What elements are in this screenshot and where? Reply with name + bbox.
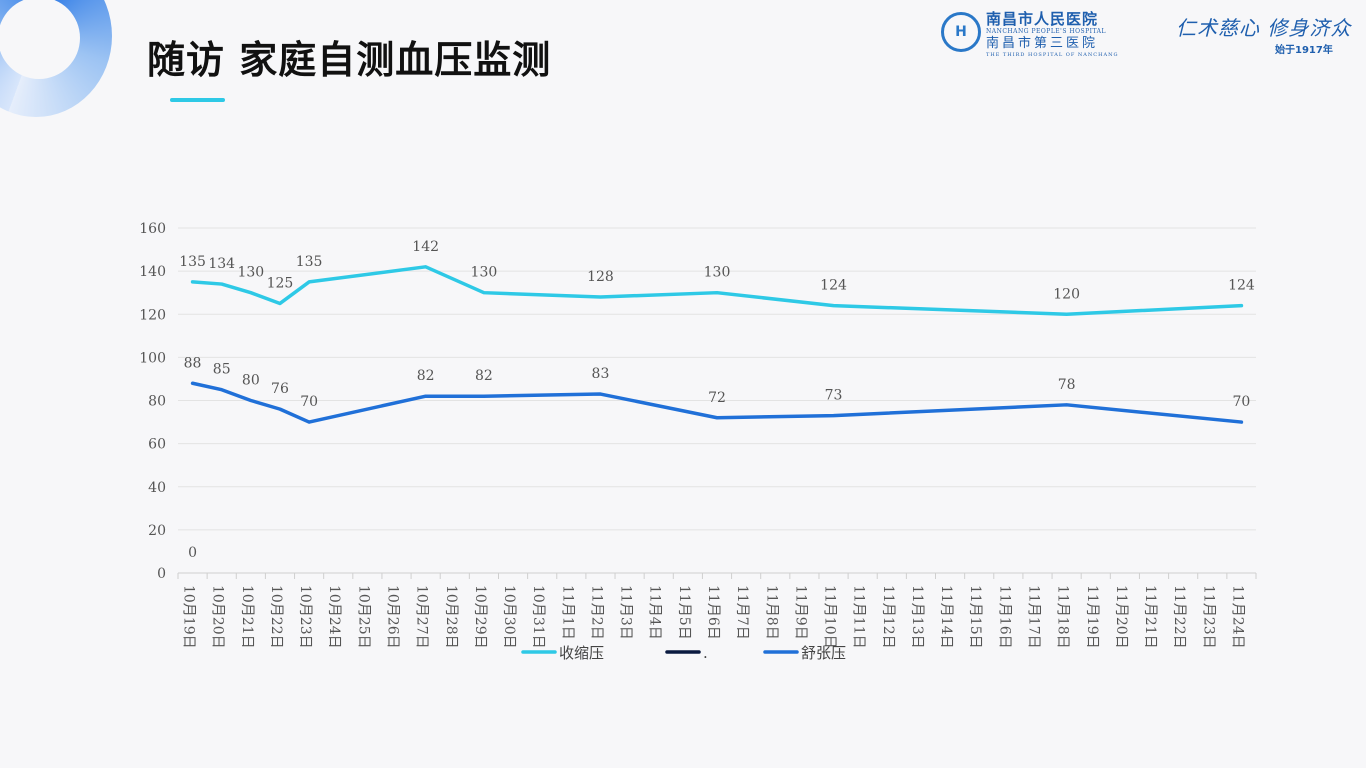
x-tick-label: 11月21日 [1142,585,1158,649]
legend-label: 舒张压 [801,644,846,662]
hospital-name: 南昌市人民医院 NANCHANG PEOPLE'S HOSPITAL 南昌市第三… [986,10,1118,59]
data-label: 70 [1233,394,1251,410]
x-tick-label: 11月17日 [1025,585,1041,649]
hospital-logo-icon: H [941,12,981,52]
data-label: 73 [825,388,843,404]
x-tick-label: 11月6日 [705,585,721,640]
series-line [190,265,1244,316]
corner-decoration [0,0,112,117]
y-tick-label: 160 [139,221,166,237]
data-label: 124 [820,278,847,294]
x-tick-label: 11月8日 [763,585,779,640]
series-line [190,381,1244,424]
data-label: 0 [188,545,197,561]
data-label: 88 [184,355,202,371]
data-label: 130 [471,265,498,281]
data-label: 128 [587,269,614,285]
x-tick-label: 11月16日 [996,585,1012,649]
x-tick-label: 10月26日 [385,585,401,649]
data-label: 130 [237,265,264,281]
x-tick-label: 11月11日 [851,585,867,649]
data-label: 83 [592,366,610,382]
y-tick-label: 20 [148,523,166,539]
x-tick-label: 11月5日 [676,585,692,640]
x-tick-label: 11月10日 [822,585,838,649]
data-label: 72 [708,390,726,406]
x-tick-label: 11月20日 [1113,585,1129,649]
y-tick-label: 60 [148,437,166,453]
legend-label: 收缩压 [559,644,604,662]
x-tick-label: 11月2日 [588,585,604,640]
x-tick-label: 10月29日 [472,585,488,649]
x-tick-label: 10月19日 [181,585,197,649]
legend-label: . [703,644,708,662]
x-tick-label: 10月28日 [443,585,459,649]
hospital-name-cn: 南昌市人民医院 [986,10,1099,28]
data-label: 135 [179,254,206,270]
data-label: 82 [417,368,435,384]
y-tick-label: 100 [139,350,166,366]
y-tick-label: 120 [139,307,166,323]
y-tick-label: 0 [157,566,166,582]
x-tick-label: 10月24日 [326,585,342,649]
x-tick-label: 11月18日 [1055,585,1071,649]
data-label: 70 [300,394,318,410]
x-tick-label: 10月21日 [239,585,255,649]
data-label: 85 [213,362,231,378]
y-tick-label: 80 [148,394,166,410]
x-tick-label: 10月27日 [414,585,430,649]
x-tick-label: 11月19日 [1084,585,1100,649]
x-tick-label: 11月22日 [1171,585,1187,649]
x-tick-label: 10月20日 [210,585,226,649]
x-tick-label: 10月22日 [268,585,284,649]
x-tick-label: 11月3日 [618,585,634,640]
x-tick-label: 11月9日 [792,585,808,640]
data-label: 124 [1228,278,1255,294]
hospital-slogan: 仁术慈心 修身济众 [1176,16,1352,40]
x-tick-label: 11月1日 [559,585,575,640]
data-label: 82 [475,368,493,384]
data-label: 125 [267,275,294,291]
x-tick-label: 10月31日 [530,585,546,649]
x-tick-label: 11月13日 [909,585,925,649]
hospital-name-en: NANCHANG PEOPLE'S HOSPITAL [986,28,1107,35]
data-label: 80 [242,373,260,389]
data-label: 78 [1058,377,1076,393]
hospital-name-en2: THE THIRD HOSPITAL OF NANCHANG [986,52,1119,58]
data-label: 120 [1053,286,1080,302]
x-tick-label: 11月4日 [647,585,663,640]
data-label: 142 [412,239,439,255]
data-label: 135 [296,254,323,270]
x-tick-label: 10月23日 [297,585,313,649]
x-tick-label: 11月7日 [734,585,750,640]
x-tick-label: 11月14日 [938,585,954,649]
hospital-name-cn2: 南昌市第三医院 [986,36,1099,51]
x-tick-label: 10月25日 [355,585,371,649]
title-underline [170,98,225,102]
x-tick-label: 11月24日 [1229,585,1245,649]
x-tick-label: 10月30日 [501,585,517,649]
x-tick-label: 11月12日 [880,585,896,649]
y-tick-label: 140 [139,264,166,280]
data-label: 130 [704,265,731,281]
hospital-since: 始于1917年 [1275,45,1333,56]
x-tick-label: 11月23日 [1200,585,1216,649]
x-tick-label: 11月15日 [967,585,983,649]
page-title: 随访 家庭自测血压监测 [147,38,552,82]
data-label: 76 [271,381,289,397]
data-label: 134 [208,256,235,272]
y-tick-label: 40 [148,480,166,496]
